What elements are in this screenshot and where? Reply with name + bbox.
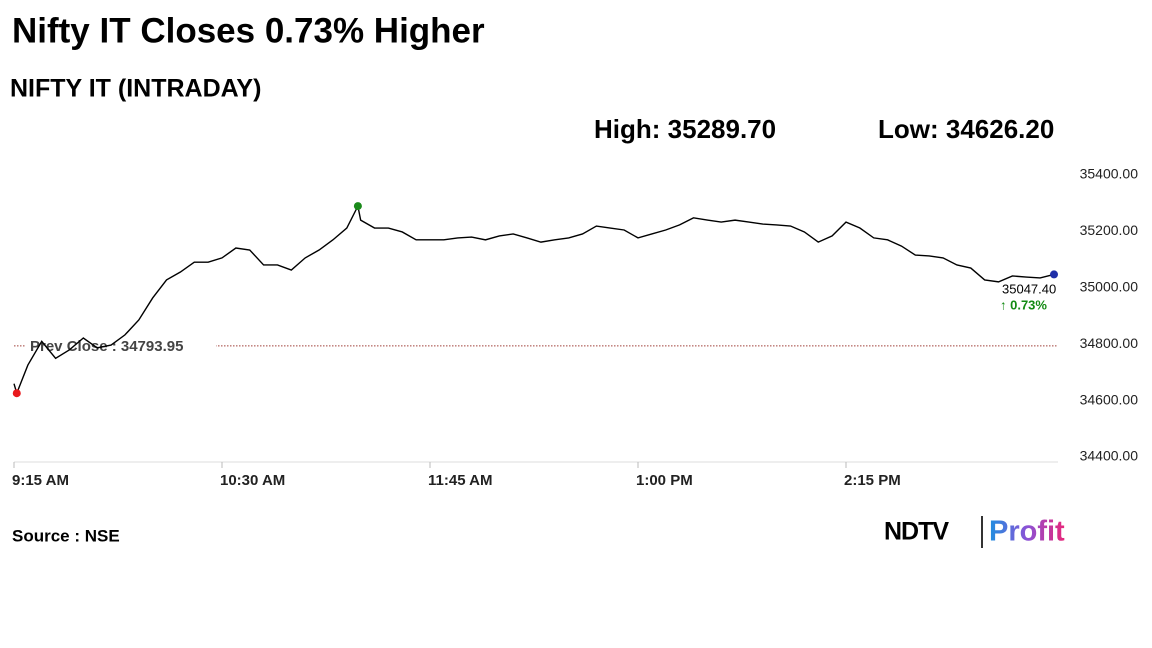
brand-product: Profit — [989, 516, 1065, 548]
high-label: High: 35289.70 — [594, 114, 776, 144]
y-tick-label: 34600.00 — [1080, 391, 1139, 407]
brand-name: NDTV — [884, 518, 949, 546]
x-tick-label: 11:45 AM — [428, 472, 492, 489]
low-label: Low: 34626.20 — [878, 114, 1054, 144]
last-value-label: 35047.40 — [1002, 281, 1056, 296]
last-marker — [1050, 270, 1058, 279]
y-tick-label: 35000.00 — [1080, 279, 1139, 295]
y-tick-label: 35200.00 — [1080, 222, 1139, 238]
y-tick-label: 34800.00 — [1080, 335, 1139, 351]
chart-subtitle: NIFTY IT (INTRADAY) — [10, 75, 261, 103]
change-label: ↑ 0.73% — [1000, 297, 1047, 312]
y-tick-label: 35400.00 — [1080, 166, 1139, 182]
x-tick-label: 2:15 PM — [844, 472, 901, 489]
x-tick-label: 1:00 PM — [636, 472, 693, 489]
y-tick-label: 34400.00 — [1080, 448, 1139, 464]
high-marker — [353, 202, 362, 211]
source: Source : NSE — [12, 526, 120, 545]
x-tick-label: 9:15 AM — [12, 472, 69, 489]
reference-label-bg — [26, 335, 216, 356]
x-tick-label: 10:30 AM — [220, 472, 285, 489]
price-line — [13, 203, 1055, 396]
low-marker — [12, 389, 21, 398]
chart-title: Nifty IT Closes 0.73% Higher — [12, 11, 485, 50]
